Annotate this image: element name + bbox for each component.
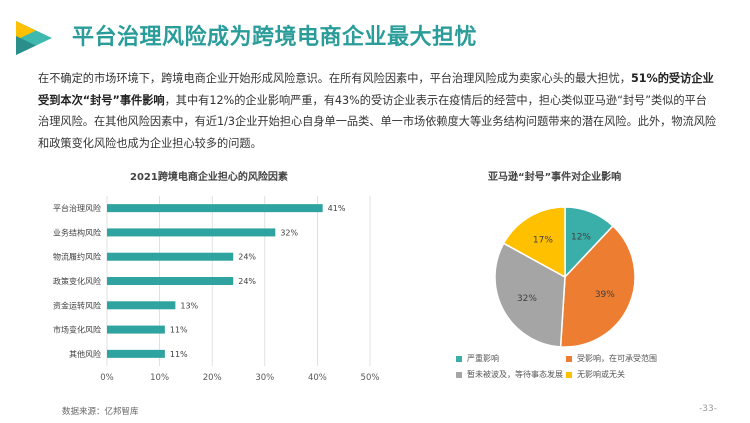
bar-value-label: 41%	[328, 204, 346, 213]
bar	[107, 325, 165, 334]
bar-value-label: 11%	[170, 350, 188, 359]
legend-label-none: 无影响或无关	[577, 370, 625, 379]
legend-item-affected: 受影响，在可承受范围	[566, 353, 657, 364]
intro-text-1: 在不确定的市场环境下，跨境电商企业开始形成风险意识。在所有风险因素中，平台治理风…	[38, 72, 631, 85]
bar-x-tick-label: 10%	[150, 373, 169, 383]
legend-item-none: 无影响或无关	[566, 369, 625, 380]
brand-logo-icon	[16, 21, 52, 55]
bar-x-tick-label: 50%	[361, 373, 380, 383]
pie-value-label: 32%	[517, 294, 537, 304]
bar	[107, 228, 276, 237]
intro-text-2: ，其中有12%的企业影响严重，有43%的受访企业表示在疫情后的经营中，担心类似亚…	[38, 93, 717, 150]
bar-x-tick-label: 20%	[203, 373, 222, 383]
pie-slice	[502, 206, 566, 279]
legend-swatch-none	[566, 371, 572, 378]
legend-item-waiting: 暂未被波及，等待事态发展	[456, 369, 563, 380]
bar	[107, 301, 176, 310]
intro-highlight: 51%的受访企业受到本次“封号”事件影响	[38, 72, 714, 107]
pie-value-label: 17%	[533, 236, 553, 246]
bar-chart-title: 2021跨境电商企业担心的风险因素	[130, 172, 288, 183]
data-source: 数据来源：亿邦智库	[62, 407, 139, 417]
legend-swatch-affected	[566, 355, 572, 362]
bar-value-label: 24%	[238, 277, 256, 286]
bar-value-label: 24%	[238, 253, 256, 262]
legend-label-severe: 严重影响	[467, 354, 499, 363]
bar	[107, 277, 234, 285]
bar-x-tick-label: 30%	[255, 373, 274, 383]
legend-label-waiting: 暂未被波及，等待事态发展	[467, 370, 563, 379]
bar-category-label: 资金运转风险	[53, 300, 101, 310]
bar-category-label: 业务结构风险	[53, 227, 101, 237]
bar-x-tick-label: 0%	[100, 373, 114, 383]
bar-category-label: 平台治理风险	[53, 203, 101, 213]
intro-paragraph: 在不确定的市场环境下，跨境电商企业开始形成风险意识。在所有风险因素中，平台治理风…	[38, 68, 718, 154]
pie-slice	[494, 242, 566, 348]
legend-item-severe: 严重影响	[456, 353, 499, 364]
legend-swatch-severe	[456, 355, 462, 362]
pie-chart-title: 亚马逊“封号”事件对企业影响	[488, 172, 622, 183]
legend-swatch-waiting	[456, 371, 462, 378]
legend-label-affected: 受影响，在可承受范围	[577, 354, 657, 363]
page-title: 平台治理风险成为跨境电商企业最大担忧	[72, 25, 478, 50]
bar-value-label: 32%	[280, 228, 298, 237]
bar-value-label: 13%	[180, 301, 198, 310]
bar-category-label: 政策变化风险	[53, 276, 101, 286]
bar	[107, 252, 234, 261]
pie-value-label: 12%	[571, 233, 591, 243]
bar-x-tick-label: 40%	[308, 373, 327, 383]
bar-category-label: 其他风险	[69, 349, 101, 359]
bar-category-label: 市场变化风险	[53, 325, 101, 335]
bar-category-label: 物流履约风险	[53, 252, 101, 262]
bar	[107, 204, 323, 213]
bar	[107, 349, 165, 358]
bar-value-label: 11%	[170, 326, 188, 335]
pie-slice	[559, 224, 636, 348]
page-number: -33-	[699, 404, 717, 414]
pie-value-label: 39%	[595, 290, 615, 300]
